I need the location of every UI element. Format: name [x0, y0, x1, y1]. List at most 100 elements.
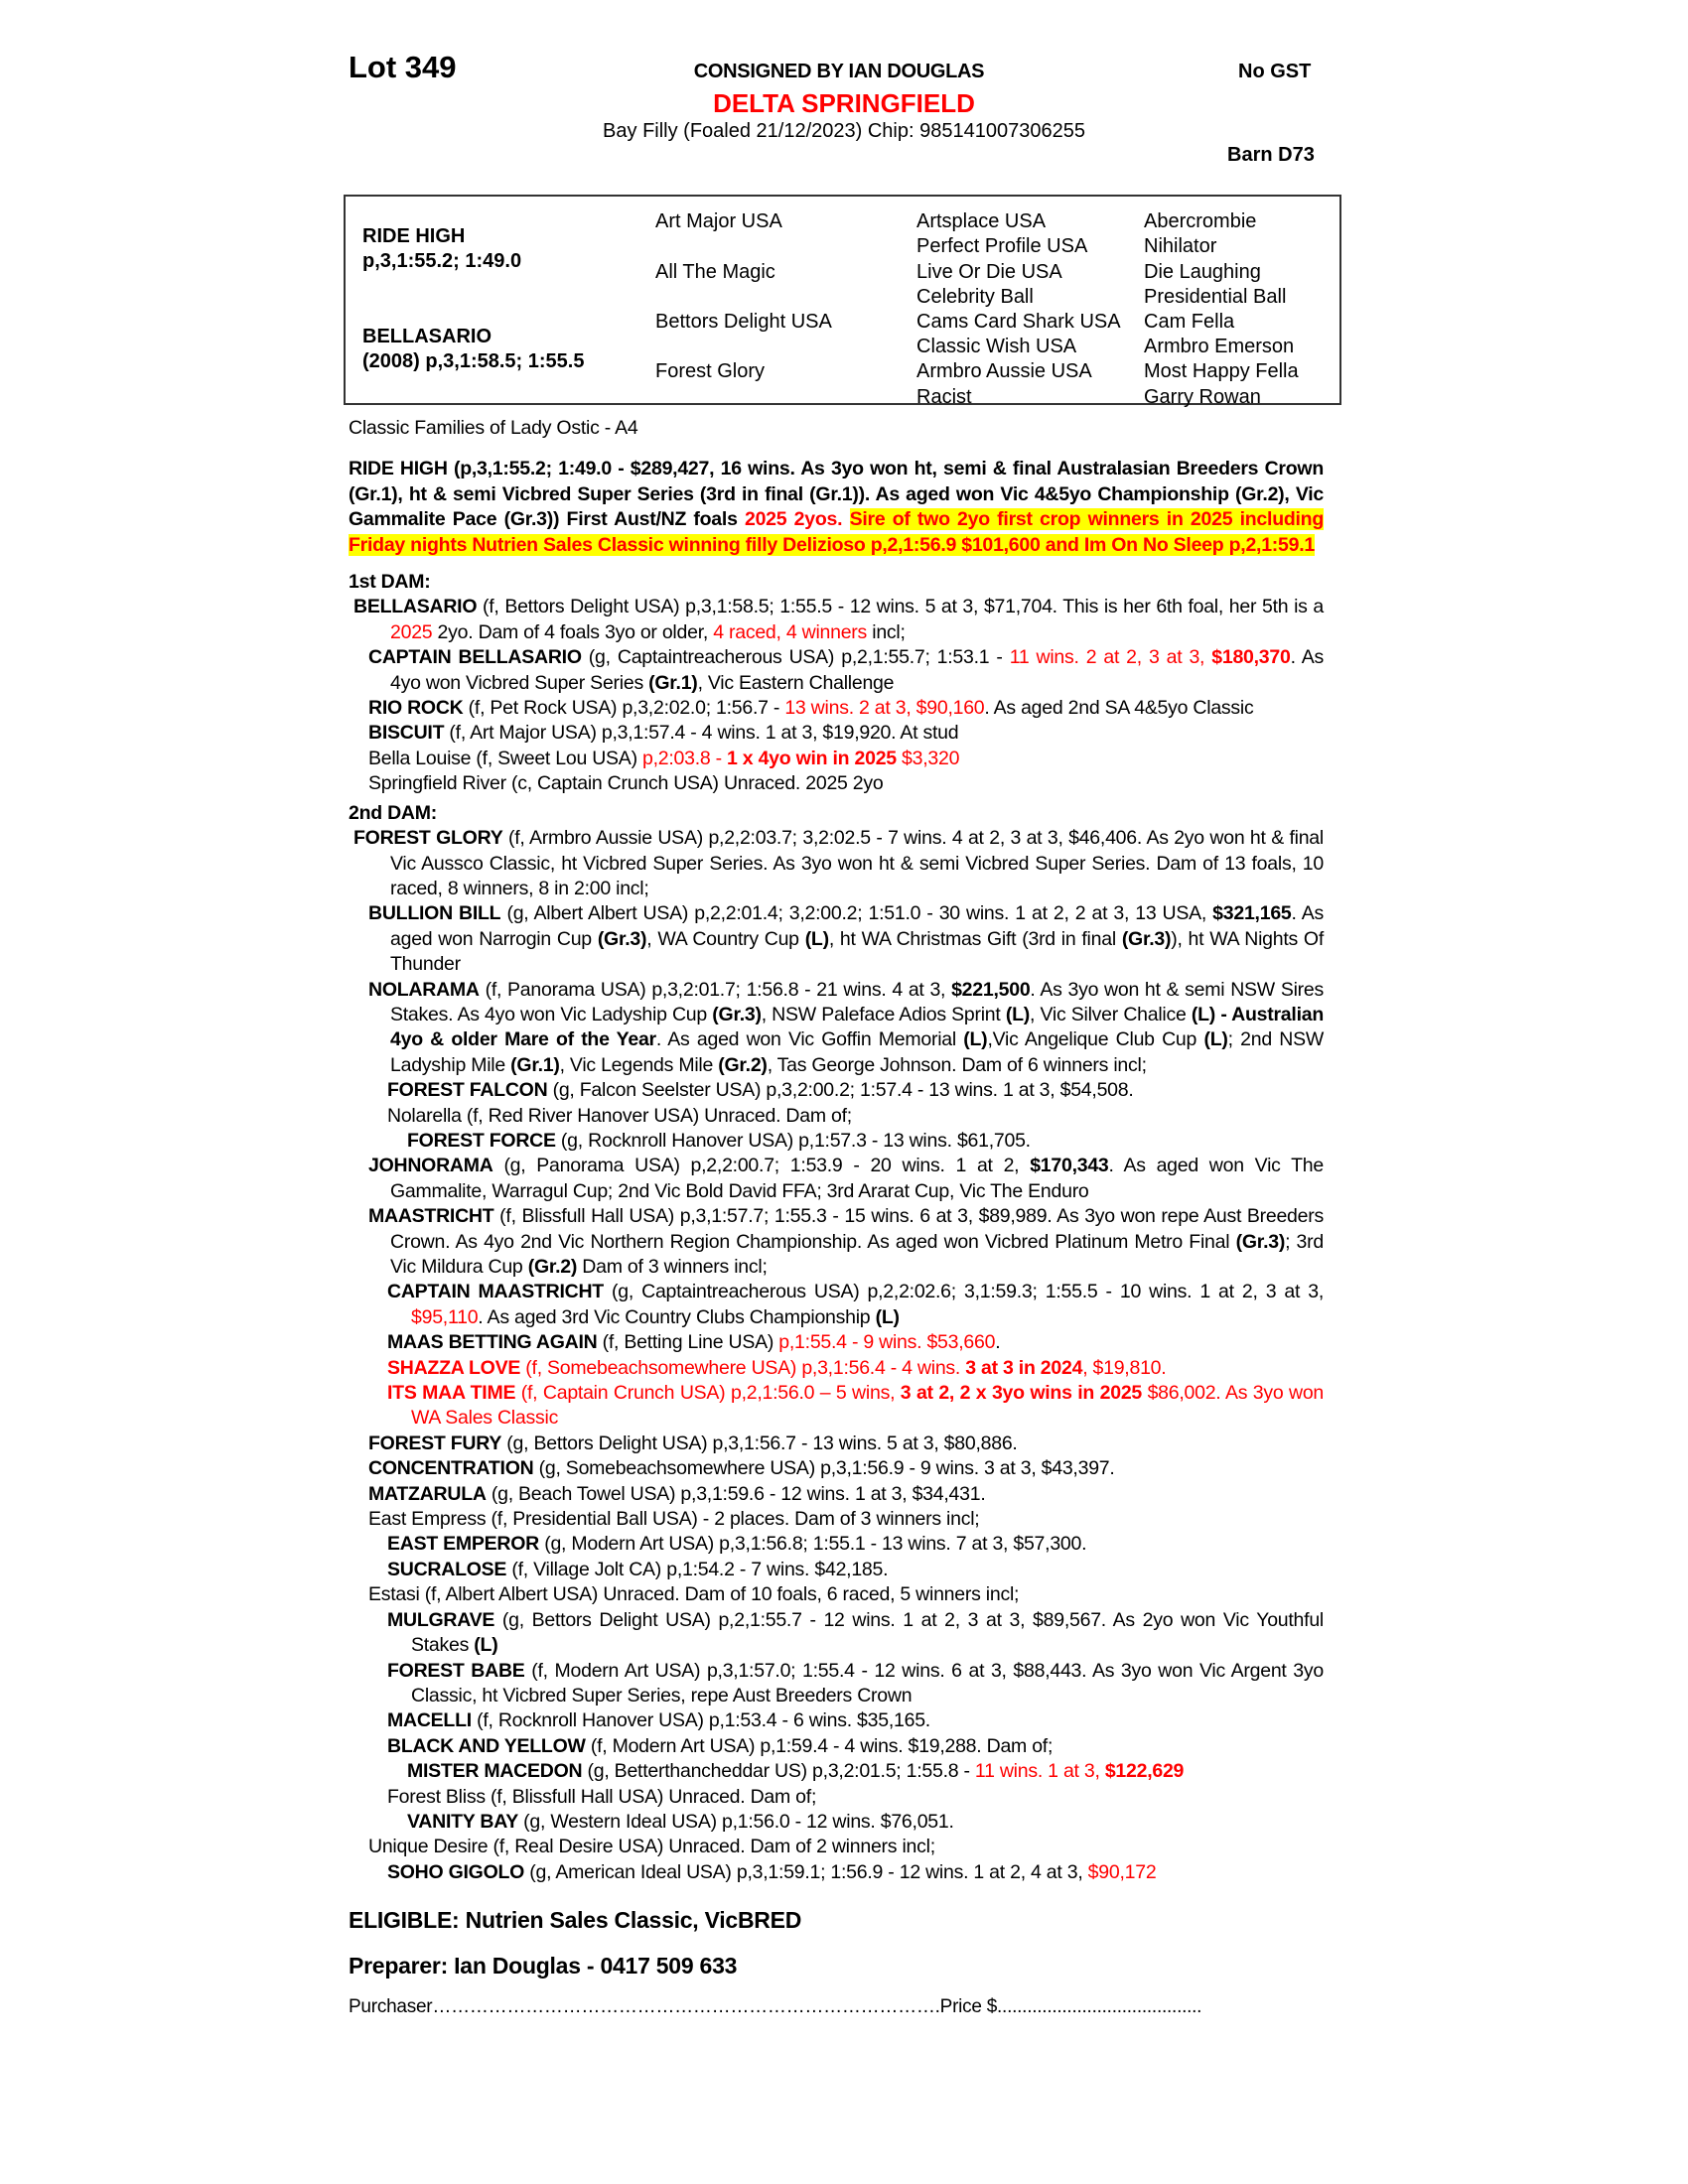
text-run: MATZARULA [368, 1482, 487, 1505]
catalogue-body: Classic Families of Lady Ostic - A4 RIDE… [349, 416, 1324, 2020]
pedigree-entry: CONCENTRATION (g, Somebeachsomewhere USA… [349, 1456, 1324, 1481]
pedigree-entry: FOREST FURY (g, Bettors Delight USA) p,3… [349, 1432, 1324, 1456]
text-run: (g, Captaintreacherous USA) p,2,1:55.7; … [581, 646, 1010, 669]
text-run: 11 wins. 2 at 2, 3 at 3, [1009, 646, 1212, 669]
text-run: FOREST FURY [368, 1432, 502, 1454]
first-dam-heading: 1st DAM: [349, 571, 431, 594]
text-run: MULGRAVE [387, 1608, 495, 1631]
text-run: (g, Captaintreacherous USA) p,2,2:02.6; … [603, 1281, 1324, 1303]
text-run: FOREST FALCON [387, 1079, 548, 1102]
text-run: NOLARAMA [368, 978, 480, 1001]
text-run: MACELLI [387, 1709, 472, 1732]
pedigree-entry: BISCUIT (f, Art Major USA) p,3,1:57.4 - … [349, 721, 1324, 746]
purchaser-field[interactable]: ………………………………………………………………………. [432, 1996, 940, 2018]
text-run: Springfield River (c, Captain Crunch USA… [368, 772, 884, 795]
text-run: (g, Albert Albert USA) p,2,2:01.4; 3,2:0… [500, 902, 1213, 925]
text-run: , Vic Silver Chalice [1030, 1003, 1192, 1025]
pedigree-entry: MULGRAVE (g, Bettors Delight USA) p,2,1:… [349, 1608, 1324, 1659]
text-run: (g, Western Ideal USA) p,1:56.0 - 12 win… [518, 1810, 954, 1833]
text-run: $321,165 [1212, 902, 1292, 925]
text-run: (L) [963, 1028, 988, 1051]
text-run: 1 x 4yo win in 2025 [727, 747, 897, 769]
text-run: . As aged 2nd SA 4&5yo Classic [984, 697, 1254, 720]
pedigree-entry: SUCRALOSE (f, Village Jolt CA) p,1:54.2 … [349, 1558, 1324, 1582]
barn-location: Barn D73 [1227, 144, 1315, 166]
text-run: (f, Pet Rock USA) p,3,2:02.0; 1:56.7 - [463, 697, 785, 720]
horse-description: Bay Filly (Foaled 21/12/2023) Chip: 9851… [603, 120, 1085, 142]
text-run: Estasi (f, Albert Albert USA) Unraced. D… [368, 1583, 1020, 1606]
text-run: incl; [867, 620, 906, 643]
text-run: . As 3yo won ht & semi NSW Sires Stakes.… [390, 978, 1324, 1025]
pedigree-gen4-ancestor: Die Laughing [1144, 261, 1261, 283]
text-run: (L) [1005, 1003, 1031, 1025]
pedigree-gen3-ancestor: Live Or Die USA [916, 261, 1062, 283]
text-run: ; 2nd NSW Ladyship Mile [390, 1028, 1324, 1076]
text-run: (f, Modern Art USA) p,3,1:57.0; 1:55.4 -… [411, 1659, 1324, 1706]
second-dam-entries: FOREST GLORY (f, Armbro Aussie USA) p,2,… [349, 826, 1324, 1885]
pedigree-entry: MACELLI (f, Rocknroll Hanover USA) p,1:5… [349, 1708, 1324, 1733]
text-run: , WA Country Cup [646, 927, 805, 950]
text-run: (f, Rocknroll Hanover USA) p,1:53.4 - 6 … [471, 1709, 930, 1732]
text-run: (f, Armbro Aussie USA) p,2,2:03.7; 3,2:0… [390, 827, 1324, 899]
price-field[interactable]: ........................................… [997, 1996, 1202, 2018]
text-run: FOREST GLORY [353, 827, 503, 850]
text-run: (g, Falcon Seelster USA) p,3,2:00.2; 1:5… [547, 1079, 1134, 1102]
text-run: EAST EMPEROR [387, 1533, 540, 1556]
text-run: (f, Panorama USA) p,3,2:01.7; 1:56.8 - 2… [479, 978, 952, 1001]
pedigree-dam-record: (2008) p,3,1:58.5; 1:55.5 [362, 350, 585, 372]
text-run: BELLASARIO [353, 596, 478, 618]
text-run: (g, American Ideal USA) p,3,1:59.1; 1:56… [524, 1860, 1088, 1883]
text-run: 2yo. Dam of 4 foals 3yo or older, [432, 620, 714, 643]
pedigree-sire: RIDE HIGH [362, 225, 466, 247]
text-run: $122,629 [1104, 1760, 1185, 1783]
pedigree-entry: MISTER MACEDON (g, Betterthancheddar US)… [349, 1759, 1324, 1784]
pedigree-entry: BELLASARIO (f, Bettors Delight USA) p,3,… [349, 595, 1324, 645]
text-run: ; 3rd Vic Mildura Cup [390, 1230, 1324, 1278]
pedigree-entry: Springfield River (c, Captain Crunch USA… [349, 771, 1324, 796]
text-run: RIDE HIGH (p,3,1:55.2; 1:49.0 - $289,427… [349, 458, 1324, 531]
pedigree-gen3-ancestor: Artsplace USA [916, 210, 1047, 232]
preparer: Preparer: Ian Douglas - 0417 509 633 [349, 1953, 738, 1979]
pedigree-entry: MATZARULA (g, Beach Towel USA) p,3,1:59.… [349, 1482, 1324, 1507]
text-run: $95,110 [411, 1305, 479, 1328]
text-run: 13 wins. 2 at 3, $90,160 [784, 697, 985, 720]
purchaser-label: Purchaser [349, 1996, 433, 2018]
pedigree-gen3-ancestor: Cams Card Shark USA [916, 311, 1121, 333]
pedigree-gen3-ancestor: Armbro Aussie USA [916, 360, 1092, 382]
text-run: 3 at 3 in 2024 [965, 1356, 1083, 1379]
text-run: (g, Panorama USA) p,2,2:00.7; 1:53.9 - 2… [492, 1155, 1031, 1177]
pedigree-gen4-ancestor: Cam Fella [1144, 311, 1235, 333]
text-run: SUCRALOSE [387, 1558, 507, 1580]
pedigree-gen4-ancestor: Abercrombie [1144, 210, 1257, 232]
text-run: (f, Captain Crunch USA) p,2,1:56.0 – 5 w… [515, 1382, 901, 1405]
pedigree-gen3-ancestor: Classic Wish USA [916, 336, 1077, 357]
text-run: 2025 2yos. [744, 508, 843, 531]
pedigree-gen4-ancestor: Nihilator [1144, 235, 1217, 257]
pedigree-gen2-ancestor: Bettors Delight USA [655, 311, 832, 333]
pedigree-entry: MAASTRICHT (f, Blissfull Hall USA) p,3,1… [349, 1204, 1324, 1280]
text-run: FOREST BABE [387, 1659, 525, 1682]
consignor: CONSIGNED BY IAN DOUGLAS [0, 61, 1688, 83]
first-dam-entries: BELLASARIO (f, Bettors Delight USA) p,3,… [349, 595, 1324, 796]
pedigree-entry: EAST EMPEROR (g, Modern Art USA) p,3,1:5… [349, 1532, 1324, 1557]
text-run: MAASTRICHT [368, 1205, 494, 1228]
pedigree-entry: East Empress (f, Presidential Ball USA) … [349, 1507, 1324, 1532]
pedigree-gen4-ancestor: Armbro Emerson [1144, 336, 1295, 357]
text-run: (L) [474, 1634, 498, 1657]
pedigree-gen4-ancestor: Garry Rowan [1144, 386, 1261, 408]
text-run: (f, Betting Line USA) [597, 1331, 779, 1354]
text-run: (f, Modern Art USA) p,1:59.4 - 4 wins. $… [585, 1734, 1054, 1757]
text-run: SOHO GIGOLO [387, 1860, 525, 1883]
text-run: 3 at 2, 2 x 3yo wins in 2025 [900, 1382, 1143, 1405]
pedigree-entry: Unique Desire (f, Real Desire USA) Unrac… [349, 1835, 1324, 1859]
pedigree-gen3-ancestor: Celebrity Ball [916, 286, 1034, 308]
text-run: Dam of 3 winners incl; [577, 1256, 768, 1278]
text-run: East Empress (f, Presidential Ball USA) … [368, 1508, 980, 1531]
text-run: 11 wins. 1 at 3, [974, 1760, 1105, 1783]
text-run: Bella Louise (f, Sweet Lou USA) [368, 747, 642, 769]
text-run: (g, Modern Art USA) p,3,1:56.8; 1:55.1 -… [539, 1533, 1087, 1556]
text-run: RIO ROCK [368, 697, 464, 720]
text-run: . [995, 1331, 1001, 1354]
text-run: p,2:03.8 - [641, 747, 728, 769]
eligibility: ELIGIBLE: Nutrien Sales Classic, VicBRED [349, 1907, 802, 1934]
